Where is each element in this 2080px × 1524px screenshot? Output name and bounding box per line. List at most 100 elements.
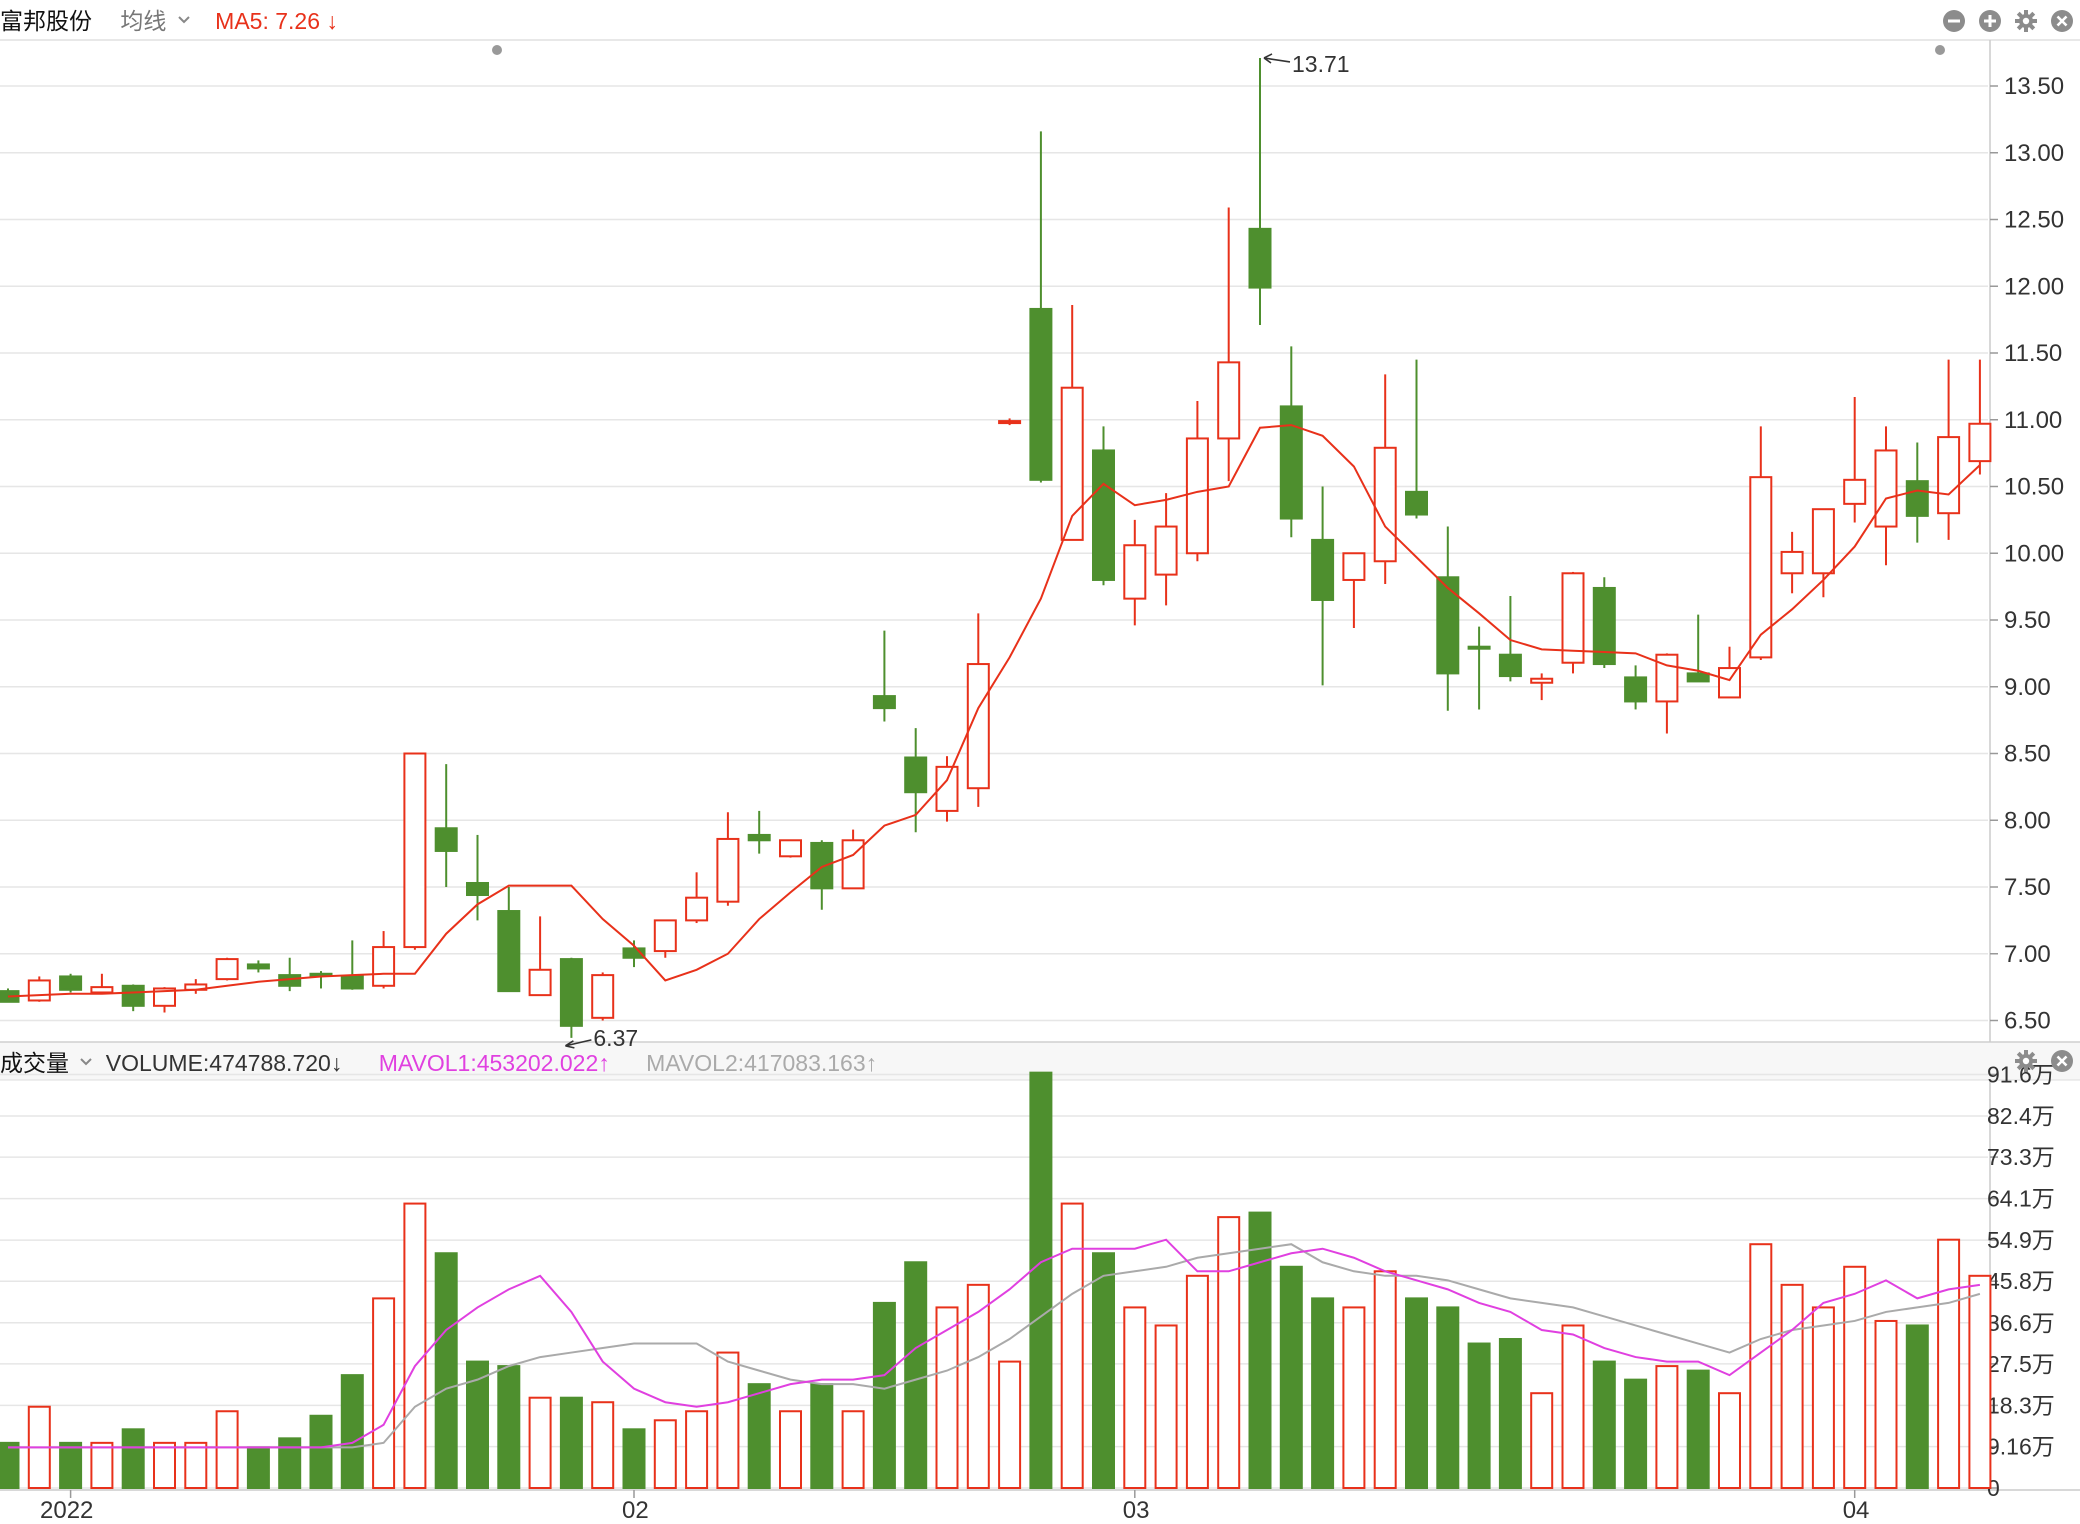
plus-circle-icon[interactable] (1976, 7, 2004, 35)
volume-bar (466, 1360, 489, 1489)
candle-body (935, 765, 959, 812)
candle-41 (1279, 346, 1303, 538)
price-tick-label: 12.00 (2004, 273, 2064, 300)
volume-bar (1811, 1306, 1835, 1489)
volume-bar (372, 1297, 396, 1490)
price-tick-label: 11.00 (2004, 407, 2062, 434)
candle-body (1530, 677, 1554, 684)
ma-selector[interactable]: 均线 (120, 7, 167, 34)
candle-0 (0, 988, 20, 1003)
candle-body (372, 946, 396, 987)
candle-55 (1718, 646, 1741, 699)
mavol1-line (8, 1238, 1981, 1449)
candle-body (1123, 544, 1147, 600)
candle-30 (935, 756, 959, 822)
volume-bar (1405, 1297, 1428, 1490)
volume-bar (1592, 1360, 1616, 1489)
volume-bar (1937, 1238, 1961, 1489)
range-handle-dot (1935, 45, 1945, 55)
ma5-value-label: MA5: 7.26 ↓ (215, 7, 338, 34)
volume-bar (309, 1414, 333, 1490)
volume-bar (434, 1252, 458, 1490)
volume-panel-toolbar (2012, 1042, 2076, 1080)
candle-13 (403, 752, 427, 950)
volume-tick-label: 27.5万 (1987, 1351, 2055, 1377)
price-panel-toolbar (1940, 2, 2076, 40)
volume-bar (1874, 1319, 1898, 1490)
volume-bar (1624, 1378, 1648, 1489)
close-icon[interactable] (2048, 1047, 2076, 1075)
candle-body (1624, 676, 1648, 703)
volume-tick-label: 45.8万 (1987, 1268, 2055, 1294)
candle-19 (591, 972, 615, 1021)
candle-18 (559, 957, 583, 1038)
price-tick-label: 12.50 (2004, 207, 2064, 234)
gear-icon[interactable] (2012, 7, 2040, 35)
candle-body (403, 752, 427, 949)
volume-bar (497, 1365, 521, 1490)
volume-bar (0, 1441, 20, 1489)
volume-bar (747, 1383, 771, 1489)
volume-bar (1655, 1365, 1679, 1490)
candle-body (1405, 490, 1428, 516)
candle-body (1937, 436, 1961, 515)
candle-46 (1436, 526, 1460, 711)
minus-circle-icon[interactable] (1940, 7, 1968, 35)
gear-icon[interactable] (2012, 1047, 2040, 1075)
candle-body (1436, 576, 1460, 675)
candle-body (904, 756, 928, 794)
candle-body (1968, 422, 1992, 463)
volume-tick-label: 18.3万 (1987, 1392, 2055, 1418)
candle-58 (1811, 508, 1835, 598)
candle-4 (121, 984, 145, 1012)
candle-31 (966, 613, 990, 807)
volume-bar (1718, 1392, 1741, 1490)
candle-34 (1060, 304, 1084, 541)
volume-bar (184, 1441, 208, 1489)
volume-tick-label: 73.3万 (1987, 1144, 2055, 1170)
candle-61 (1905, 442, 1929, 543)
candle-body (1279, 405, 1303, 520)
candle-body (1373, 446, 1397, 563)
stock-title: 富邦股份 (0, 7, 92, 34)
volume-bar (1843, 1265, 1867, 1489)
volume-bar (403, 1202, 427, 1489)
candle-body (716, 837, 740, 903)
candle-25 (779, 839, 802, 858)
time-tick-label: 2022 (40, 1497, 93, 1524)
candle-17 (528, 916, 552, 997)
candle-body (591, 974, 615, 1019)
candle-47 (1467, 626, 1491, 710)
candle-6 (184, 979, 208, 994)
volume-bar (215, 1410, 239, 1490)
chevron-down-icon[interactable] (177, 2, 191, 40)
candle-body (998, 420, 1022, 425)
candle-42 (1311, 486, 1335, 686)
candle-51 (1592, 577, 1616, 669)
volume-bar (1217, 1216, 1241, 1489)
candle-body (1311, 538, 1335, 601)
candle-45 (1405, 359, 1428, 519)
candle-28 (872, 630, 896, 722)
candle-3 (90, 973, 114, 994)
price-tick-label: 10.00 (2004, 540, 2064, 567)
candle-body (466, 881, 489, 897)
candle-15 (466, 834, 489, 921)
close-icon[interactable] (2048, 7, 2076, 35)
volume-bar (1780, 1283, 1804, 1489)
chevron-down-icon[interactable] (79, 1044, 93, 1082)
candle-35 (1092, 426, 1115, 586)
candle-23 (716, 812, 740, 906)
volume-bar (810, 1383, 834, 1489)
candle-body (1780, 550, 1804, 575)
candle-body (1749, 476, 1773, 659)
volume-bar (716, 1351, 740, 1489)
candle-37 (1154, 493, 1178, 606)
candle-body (1718, 667, 1741, 699)
candle-body (1905, 480, 1929, 517)
candle-body (841, 839, 865, 890)
candle-22 (685, 872, 709, 924)
volume-bar (904, 1261, 928, 1489)
candle-26 (810, 840, 834, 910)
